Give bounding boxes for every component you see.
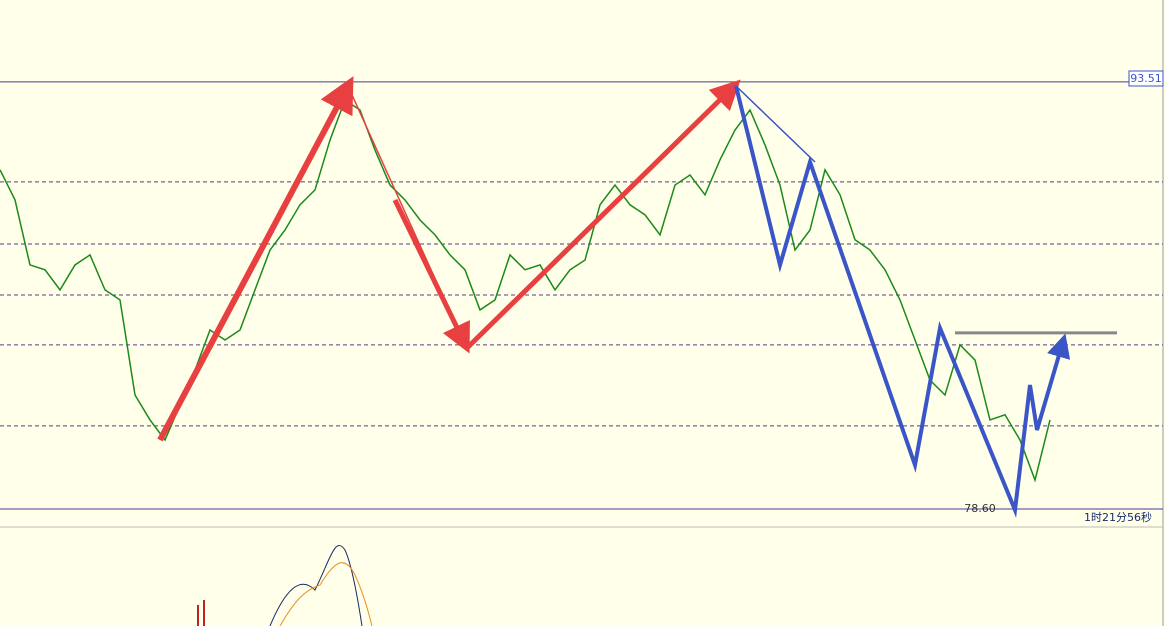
price-label: 93.51 <box>1130 72 1162 85</box>
countdown: 1时21分56秒 <box>1084 510 1152 524</box>
low-label: 78.60 <box>964 502 996 515</box>
annotations <box>157 76 1071 626</box>
price-box <box>1128 70 1164 87</box>
